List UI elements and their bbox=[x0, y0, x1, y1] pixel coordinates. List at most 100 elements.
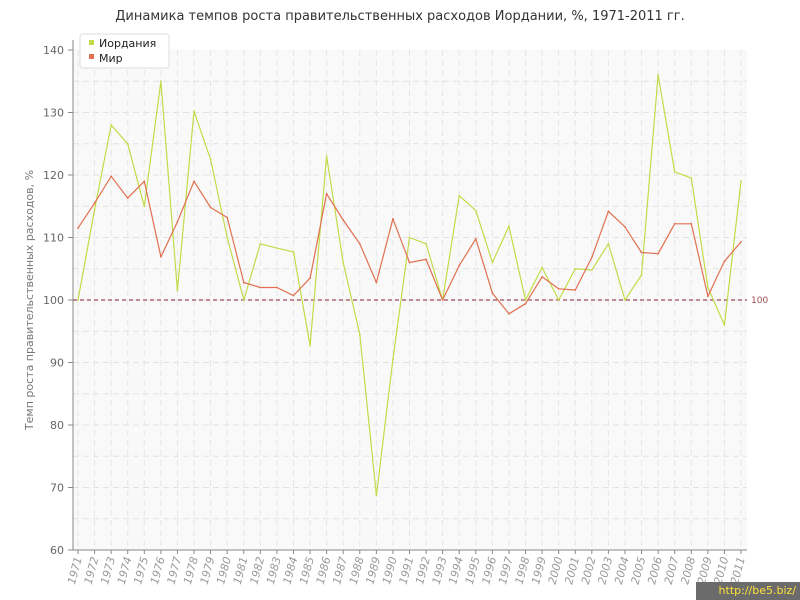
data-point bbox=[226, 236, 229, 239]
data-point bbox=[358, 333, 361, 336]
data-point bbox=[557, 299, 560, 301]
data-point bbox=[474, 237, 477, 240]
data-point bbox=[110, 175, 113, 178]
data-point bbox=[706, 295, 709, 298]
data-point bbox=[690, 222, 693, 225]
data-point bbox=[425, 242, 427, 245]
legend-label-world: Мир bbox=[99, 52, 123, 65]
data-point bbox=[392, 358, 394, 361]
data-point bbox=[740, 180, 742, 183]
data-point bbox=[193, 180, 195, 183]
data-point bbox=[209, 158, 212, 161]
legend: Иордания Мир bbox=[79, 33, 170, 69]
data-point bbox=[657, 74, 660, 76]
data-point bbox=[590, 256, 593, 259]
data-point bbox=[425, 258, 427, 261]
y-tick-label: 120 bbox=[43, 169, 64, 182]
data-point bbox=[242, 299, 245, 301]
data-point bbox=[474, 209, 477, 212]
data-point bbox=[557, 287, 560, 290]
data-point bbox=[640, 274, 643, 276]
data-point bbox=[524, 299, 527, 301]
y-tick-label: 80 bbox=[50, 419, 64, 432]
data-point bbox=[325, 192, 328, 195]
series-group bbox=[77, 74, 742, 497]
y-tick-label: 140 bbox=[43, 44, 64, 57]
y-tick-label: 110 bbox=[43, 232, 64, 245]
data-point bbox=[309, 277, 311, 280]
data-point bbox=[193, 110, 195, 113]
data-point bbox=[143, 205, 146, 208]
data-point bbox=[458, 194, 461, 197]
data-point bbox=[441, 299, 444, 301]
chart-title: Динамика темпов роста правительственных … bbox=[115, 9, 685, 24]
data-point bbox=[93, 202, 96, 205]
data-point bbox=[408, 236, 411, 239]
data-point bbox=[110, 124, 113, 126]
data-point bbox=[491, 261, 494, 264]
data-point bbox=[159, 255, 162, 258]
data-point bbox=[508, 312, 510, 315]
watermark: http://be5.biz/ bbox=[696, 582, 800, 600]
reference-line-group: 100 bbox=[73, 296, 768, 306]
data-point bbox=[342, 261, 345, 264]
data-point bbox=[392, 217, 394, 220]
data-point bbox=[491, 292, 494, 295]
data-point bbox=[93, 208, 96, 211]
data-point bbox=[259, 242, 262, 245]
data-point bbox=[673, 170, 676, 173]
y-tick-label: 60 bbox=[50, 544, 64, 557]
data-point bbox=[209, 206, 212, 209]
data-point bbox=[607, 210, 610, 213]
data-point bbox=[292, 294, 295, 297]
y-tick-label: 90 bbox=[50, 357, 64, 370]
data-point bbox=[624, 225, 626, 228]
data-point bbox=[524, 302, 527, 305]
data-point bbox=[624, 299, 626, 301]
data-point bbox=[723, 324, 726, 326]
y-tick-label: 70 bbox=[50, 482, 64, 495]
data-point bbox=[375, 281, 378, 284]
data-point bbox=[176, 289, 179, 292]
legend-label-jordan: Иордания bbox=[99, 37, 156, 50]
data-point bbox=[723, 260, 726, 263]
data-point bbox=[176, 220, 179, 223]
data-point bbox=[358, 242, 361, 245]
data-point bbox=[590, 269, 593, 271]
data-point bbox=[309, 344, 311, 347]
y-axis-label: Темп роста правительственных расходов, % bbox=[23, 170, 36, 431]
legend-box bbox=[79, 33, 170, 69]
data-point bbox=[408, 261, 411, 264]
y-tick-label: 100 bbox=[43, 294, 64, 307]
data-point bbox=[226, 216, 229, 219]
data-point bbox=[458, 264, 461, 267]
y-tick-label: 130 bbox=[43, 107, 64, 120]
data-point bbox=[541, 275, 543, 278]
data-point bbox=[342, 219, 345, 221]
data-point bbox=[607, 242, 610, 245]
data-point bbox=[541, 266, 543, 269]
data-point bbox=[375, 494, 378, 497]
data-point bbox=[325, 155, 328, 158]
data-point bbox=[740, 240, 742, 243]
data-point bbox=[657, 252, 660, 255]
data-point bbox=[126, 142, 129, 145]
data-point bbox=[276, 286, 278, 289]
data-point bbox=[159, 80, 162, 83]
data-point bbox=[292, 250, 295, 253]
legend-swatch-world bbox=[89, 54, 94, 59]
data-point bbox=[276, 247, 278, 250]
data-point bbox=[706, 286, 709, 289]
legend-swatch-jordan bbox=[89, 40, 94, 45]
reference-line-label: 100 bbox=[751, 296, 768, 306]
data-point bbox=[77, 227, 79, 230]
data-point bbox=[143, 180, 146, 183]
data-point bbox=[574, 289, 577, 291]
data-point bbox=[508, 225, 510, 228]
data-point bbox=[77, 299, 79, 301]
data-point bbox=[673, 222, 676, 225]
data-point bbox=[574, 267, 577, 270]
data-point bbox=[242, 281, 245, 284]
data-point bbox=[259, 286, 262, 289]
